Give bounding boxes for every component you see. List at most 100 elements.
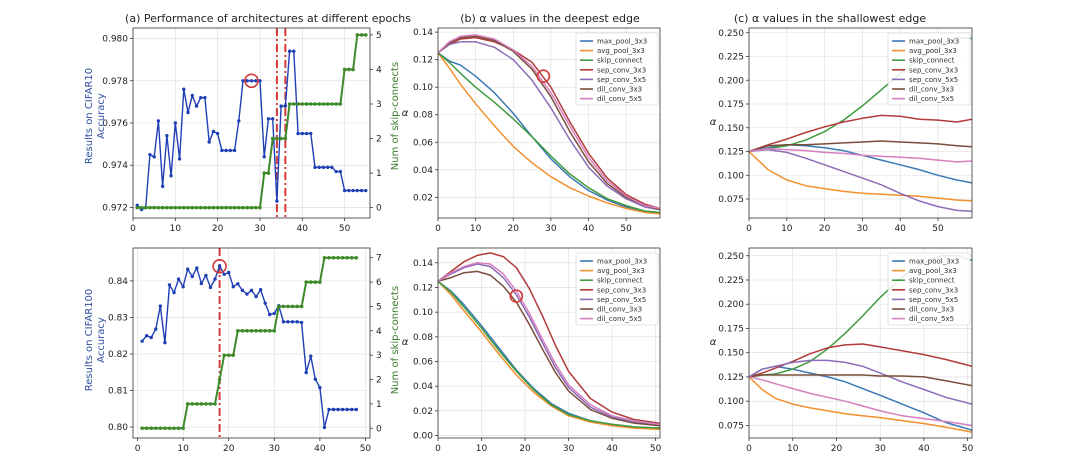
accuracy-point <box>292 49 296 53</box>
accuracy-point <box>186 110 190 115</box>
skip-connect-point <box>139 205 144 210</box>
skip-connect-point <box>176 426 181 431</box>
y2-tick-label: 5 <box>376 31 382 41</box>
accuracy-point <box>354 407 359 412</box>
y2-tick-label: 0 <box>376 424 382 434</box>
x-tick-label: 30 <box>563 444 575 454</box>
skip-connect-point <box>327 255 331 260</box>
x-tick-label: 30 <box>545 224 557 234</box>
x-tick-label: 20 <box>831 444 843 454</box>
skip-connect-line <box>142 256 357 430</box>
alpha-label-b-top: α <box>402 108 409 119</box>
legend-label: avg_pool_3x3 <box>909 267 957 275</box>
x-tick-label: 40 <box>297 224 309 234</box>
title-b: (b) α values in the deepest edge <box>460 12 640 25</box>
skip-connect-point <box>313 102 317 106</box>
accuracy-point <box>215 131 220 136</box>
plot-area <box>438 252 660 431</box>
accuracy-point <box>249 288 254 293</box>
y-tick-label: 0.250 <box>718 252 744 262</box>
skip-connect-point <box>355 33 360 37</box>
legend-label: dil_conv_5x5 <box>909 95 954 103</box>
legend-label: max_pool_3x3 <box>909 38 959 46</box>
accuracy-point <box>154 327 158 331</box>
accuracy-point <box>222 272 226 277</box>
skip-connect-point <box>299 304 304 309</box>
legend-label: skip_connect <box>597 277 643 285</box>
skip-connect-point <box>220 205 224 210</box>
accuracy-point <box>350 407 354 412</box>
legend-box <box>575 252 659 326</box>
skip-connect-point <box>321 102 326 106</box>
skip-connect-point <box>190 205 195 210</box>
legend-label: sep_conv_3x3 <box>597 286 646 294</box>
y-tick-label: 0.14 <box>413 28 433 38</box>
accuracy-point <box>224 148 228 153</box>
y2-tick-label: 5 <box>376 302 382 312</box>
skip-connect-point <box>322 255 327 260</box>
y-tick-label: 0.175 <box>718 100 744 110</box>
accuracy-point <box>355 188 360 193</box>
y2-tick-label: 6 <box>376 278 382 288</box>
skip-connect-point <box>160 205 165 210</box>
accuracy-point <box>173 121 178 125</box>
accuracy-point <box>227 270 231 275</box>
legend-label: dil_conv_3x3 <box>909 306 954 314</box>
skip-connect-point <box>275 136 279 141</box>
legend-label: dil_conv_3x3 <box>597 306 642 314</box>
skip-connect-point <box>295 304 299 309</box>
accuracy-point <box>279 104 283 108</box>
ylabel-cifar10-line2: Accuracy <box>96 93 107 139</box>
series-dil_conv_3x3 <box>749 140 972 153</box>
series-avg_pool_3x3 <box>749 376 972 433</box>
skip-connect-point <box>236 329 240 333</box>
accuracy-point <box>299 320 304 325</box>
series-dil_conv_3x3 <box>749 374 972 387</box>
x-tick-label: 40 <box>918 444 930 454</box>
legend-label: sep_conv_3x3 <box>597 66 646 74</box>
series-avg_pool_3x3 <box>438 280 660 431</box>
skip-connect-point <box>153 426 158 431</box>
accuracy-point <box>237 119 241 123</box>
series-skip_connect <box>438 52 660 214</box>
accuracy-point <box>241 79 245 83</box>
x-tick-label: 40 <box>894 224 906 234</box>
accuracy-point <box>296 131 300 136</box>
accuracy-point <box>317 165 321 170</box>
x-tick-label: 50 <box>932 224 944 234</box>
skip-connect-point <box>290 304 295 309</box>
y-tick-label: 0.04 <box>413 166 433 176</box>
legend-label: sep_conv_5x5 <box>909 76 958 84</box>
y-tick-label: 0.82 <box>108 350 128 360</box>
y-tick-label: 0.14 <box>413 259 433 269</box>
accuracy-point <box>211 129 216 134</box>
skip-connect-point <box>325 102 330 106</box>
panel-b-top: 0 10 20 30 40 50 0.02 0.04 0.06 0.08 0.10 0.12 0.14 m… <box>413 27 661 234</box>
legend-label: sep_conv_5x5 <box>597 76 646 84</box>
skip-connect-point <box>342 67 347 72</box>
skip-connect-point <box>198 205 203 210</box>
skip-connect-point <box>287 102 292 106</box>
series-dil_conv_5x5 <box>749 147 972 163</box>
skip-connect-point <box>270 136 275 141</box>
x-tick-label: 0 <box>746 224 752 234</box>
accuracy-point <box>149 335 153 340</box>
accuracy-point <box>249 79 254 83</box>
x-tick-label: 10 <box>177 444 189 454</box>
y-tick-label: 0.08 <box>413 333 433 343</box>
axes-frame <box>132 27 371 219</box>
y-tick-label: 0.81 <box>108 387 128 397</box>
y2-tick-label: 1 <box>376 400 382 410</box>
accuracy-point <box>283 104 288 108</box>
y-tick-label: 0.150 <box>718 124 744 134</box>
accuracy-point <box>165 133 169 138</box>
accuracy-point <box>199 281 204 286</box>
accuracy-point <box>262 155 266 159</box>
y-tick-label: 0.80 <box>108 423 128 433</box>
y2-tick-label: 4 <box>376 327 382 337</box>
x-tick-label: 50 <box>360 444 372 454</box>
accuracy-point <box>270 117 275 121</box>
accuracy-line <box>141 264 357 428</box>
y-tick-label: 0.175 <box>718 324 744 334</box>
y-tick-label: 0.125 <box>718 373 744 383</box>
